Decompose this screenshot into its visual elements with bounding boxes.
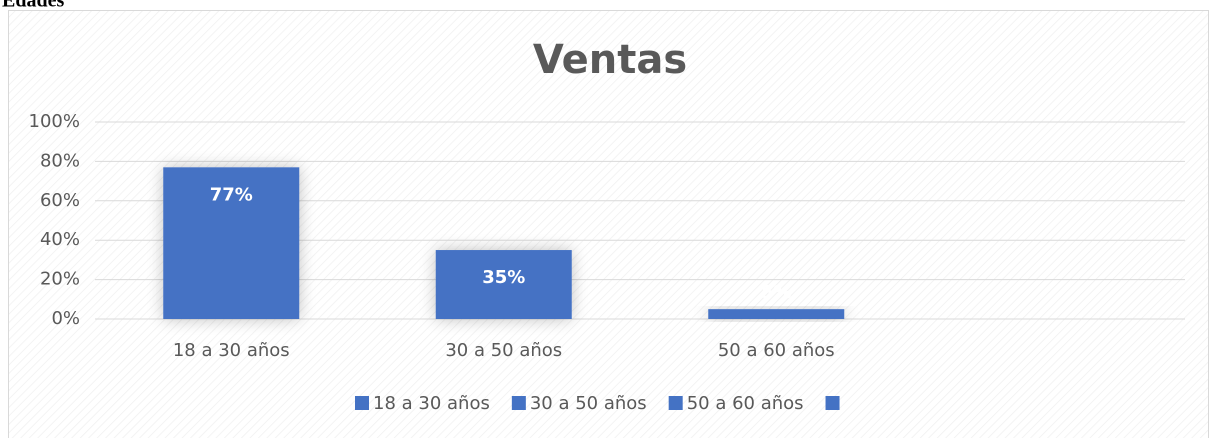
y-tick-label: 100%: [29, 111, 80, 132]
chart-title: Ventas: [533, 37, 687, 83]
bar: [435, 250, 572, 319]
legend-swatch: [355, 396, 369, 410]
y-tick-label: 20%: [40, 269, 80, 290]
data-label: 77%: [210, 184, 253, 205]
bar: [163, 167, 300, 319]
y-tick-label: 0%: [51, 308, 80, 329]
legend-swatch: [825, 396, 840, 410]
y-tick-label: 40%: [40, 229, 80, 250]
y-tick-label: 60%: [40, 190, 80, 211]
legend-label: 30 a 50 años: [530, 393, 647, 414]
y-tick-label: 80%: [40, 150, 80, 171]
x-tick-label: 30 a 50 años: [445, 340, 562, 361]
legend-swatch: [511, 396, 526, 410]
page-title: Edades: [2, 0, 64, 12]
legend-label: 50 a 60 años: [687, 393, 804, 414]
data-label: 5%: [761, 282, 792, 303]
bar: [708, 309, 845, 319]
legend-swatch: [668, 396, 683, 410]
x-tick-label: 18 a 30 años: [173, 340, 290, 361]
legend-label: 18 a 30 años: [373, 393, 490, 414]
data-label: 35%: [482, 267, 525, 288]
x-tick-label: 50 a 60 años: [718, 340, 835, 361]
